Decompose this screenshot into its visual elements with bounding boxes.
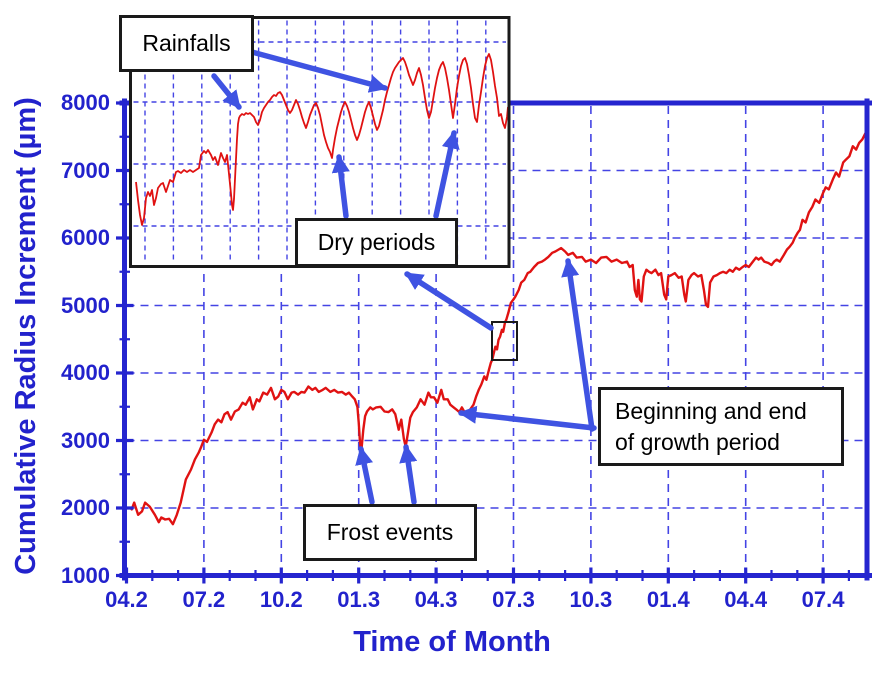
y-axis-title: Cumulative Radius Increment (µm): [10, 97, 42, 575]
inset-source-arrow: [404, 271, 494, 331]
x-tick-label: 10.3: [569, 587, 613, 612]
y-tick-label: 5000: [61, 292, 110, 318]
annotation-growth-line2: of growth period: [615, 428, 780, 455]
x-tick-label: 07.3: [492, 587, 535, 612]
x-tick-label: 04.3: [414, 587, 458, 612]
x-tick-label: 04.4: [724, 587, 768, 612]
dry-periods-arrow-2: [433, 130, 460, 219]
annotation-frost-events-label: Frost events: [326, 519, 454, 545]
y-tick-label: 7000: [61, 157, 110, 183]
rainfalls-arrow-1: [211, 73, 242, 110]
zoom-source-rect: [491, 321, 518, 361]
annotation-rainfalls-label: Rainfalls: [142, 30, 231, 56]
y-tick-label: 1000: [61, 562, 110, 588]
annotation-dry-periods-label: Dry periods: [317, 229, 436, 255]
x-tick-label: 01.3: [337, 587, 381, 612]
annotation-growth-period: Beginning and end of growth period: [598, 387, 844, 466]
x-tick-label: 01.4: [646, 587, 690, 612]
y-tick-label: 6000: [61, 225, 110, 250]
x-tick-label: 04.2: [105, 587, 148, 612]
annotation-dry-periods: Dry periods: [295, 218, 458, 267]
main-curve: [130, 131, 869, 526]
frost-arrow-1: [355, 446, 375, 505]
inset-curve: [135, 53, 509, 226]
annotation-growth-line1: Beginning and end: [615, 397, 807, 424]
x-tick-label: 10.2: [259, 587, 303, 612]
y-tick-label: 4000: [61, 360, 110, 385]
y-tick-label: 8000: [61, 90, 110, 115]
frost-arrow-2: [399, 444, 418, 505]
growth-begin-arrow: [458, 405, 597, 431]
y-tick-label: 2000: [61, 495, 110, 520]
annotation-rainfalls: Rainfalls: [119, 15, 254, 72]
y-tick-label: 3000: [61, 427, 110, 453]
dry-periods-arrow-1: [331, 154, 350, 219]
rainfalls-arrow-2: [249, 49, 388, 93]
annotation-frost-events: Frost events: [303, 504, 477, 561]
x-tick-label: 07.2: [182, 587, 226, 612]
x-tick-label: 07.4: [801, 587, 845, 612]
growth-end-arrow: [561, 258, 595, 432]
x-axis-title: Time of Month: [353, 626, 551, 658]
